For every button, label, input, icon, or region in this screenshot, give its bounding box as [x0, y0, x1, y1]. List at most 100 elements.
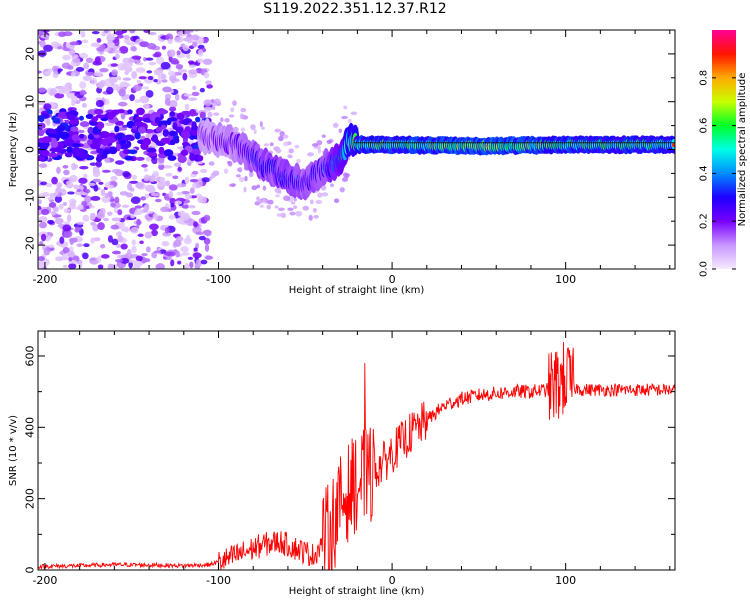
spec-cell — [296, 158, 301, 164]
spec-cell — [68, 256, 73, 262]
spec-cell — [151, 156, 159, 165]
spec-cell — [338, 128, 343, 133]
spec-cell — [136, 107, 145, 116]
spec-cell — [197, 58, 204, 63]
spec-cell — [143, 57, 148, 62]
spec-cell — [333, 198, 340, 204]
spec-cell — [82, 252, 89, 260]
spec-cell — [110, 202, 117, 208]
spec-cell — [181, 149, 188, 156]
spec-xlabel: Height of straight line (km) — [289, 285, 425, 296]
spec-cell — [175, 93, 180, 101]
spec-cell — [61, 62, 71, 69]
spec-cell — [89, 142, 101, 150]
spec-cell — [197, 195, 204, 204]
spec-cell — [92, 126, 99, 133]
spec-cell — [51, 176, 58, 185]
spec-cell — [114, 53, 120, 60]
spec-cell — [106, 40, 114, 48]
spec-cell — [93, 237, 101, 242]
spec-cell — [69, 41, 80, 46]
spec-cell — [308, 214, 313, 221]
spec-cell — [295, 210, 303, 217]
spec-cell — [90, 237, 95, 244]
spec-cell — [110, 63, 119, 67]
spec-cell — [276, 213, 282, 217]
spec-cell — [74, 226, 82, 232]
spec-cell — [168, 214, 176, 220]
spec-cell — [125, 192, 133, 198]
spec-cell — [85, 113, 94, 120]
spec-cell — [44, 71, 51, 76]
spec-cell — [147, 31, 157, 36]
spec-ytick-label: -20 — [24, 236, 37, 254]
spec-cell — [115, 120, 124, 126]
spec-cell — [253, 129, 257, 134]
spec-cell — [168, 70, 176, 77]
spec-cell — [63, 208, 71, 214]
spec-cell — [83, 243, 90, 248]
spec-cell — [130, 35, 138, 42]
spec-cell — [188, 30, 194, 33]
spec-cell — [85, 57, 94, 64]
spec-cell — [189, 261, 194, 269]
spec-cell — [176, 112, 185, 120]
spec-cell — [78, 133, 85, 139]
snr-xlabel: Height of straight line (km) — [289, 586, 425, 597]
spec-cell — [90, 196, 101, 201]
spec-cell — [62, 84, 72, 92]
spec-cell — [111, 238, 119, 246]
spec-cell — [38, 199, 42, 205]
spec-cell — [223, 168, 229, 174]
spec-cell — [145, 246, 151, 253]
spec-cell — [170, 139, 176, 146]
spec-cell — [153, 250, 162, 254]
spec-cell — [81, 39, 89, 44]
spec-cell — [79, 91, 87, 96]
spec-cell — [63, 138, 74, 147]
spec-cell — [130, 196, 141, 204]
spec-cell — [181, 252, 190, 256]
spec-cell — [115, 109, 126, 114]
spec-cell — [114, 39, 120, 47]
colorbar-tick-label: 0.2 — [699, 213, 710, 229]
spec-cell — [63, 230, 73, 238]
spec-cell — [120, 228, 131, 232]
spec-cell — [188, 69, 198, 75]
spec-cell — [90, 77, 97, 85]
spec-cell — [213, 112, 220, 116]
spec-ylabel: Frequency (Hz) — [8, 112, 19, 188]
spec-cell — [38, 205, 42, 211]
spec-cell — [139, 41, 150, 48]
spec-cell — [164, 227, 170, 234]
spec-cell — [313, 215, 319, 219]
spec-cell — [62, 54, 71, 61]
spec-cell — [177, 166, 182, 172]
spec-cell — [205, 80, 212, 85]
spec-cell — [321, 192, 329, 197]
spec-cell — [177, 155, 187, 164]
spec-cell — [166, 251, 176, 257]
spec-cell — [92, 169, 101, 178]
spec-cell — [38, 216, 48, 223]
spec-cell — [339, 187, 345, 193]
spec-cell — [70, 71, 76, 77]
spec-cell — [140, 196, 147, 201]
spec-cell — [47, 152, 59, 158]
snr-ytick-label: 600 — [24, 345, 37, 366]
spec-cell — [66, 147, 72, 153]
spec-cell — [232, 100, 237, 106]
spec-cell — [169, 74, 177, 82]
spec-cell — [82, 214, 90, 222]
spec-cell — [92, 224, 99, 232]
spec-cell — [168, 49, 176, 58]
spec-cell — [83, 173, 88, 179]
spec-cell — [106, 211, 113, 216]
spec-cell — [58, 203, 64, 210]
spec-cell — [240, 107, 247, 113]
spec-cell — [167, 117, 178, 122]
spec-cell — [119, 45, 129, 54]
spec-cell — [92, 178, 101, 183]
spec-cell — [193, 247, 198, 252]
colorbar-tick-label: 0.8 — [699, 70, 710, 86]
